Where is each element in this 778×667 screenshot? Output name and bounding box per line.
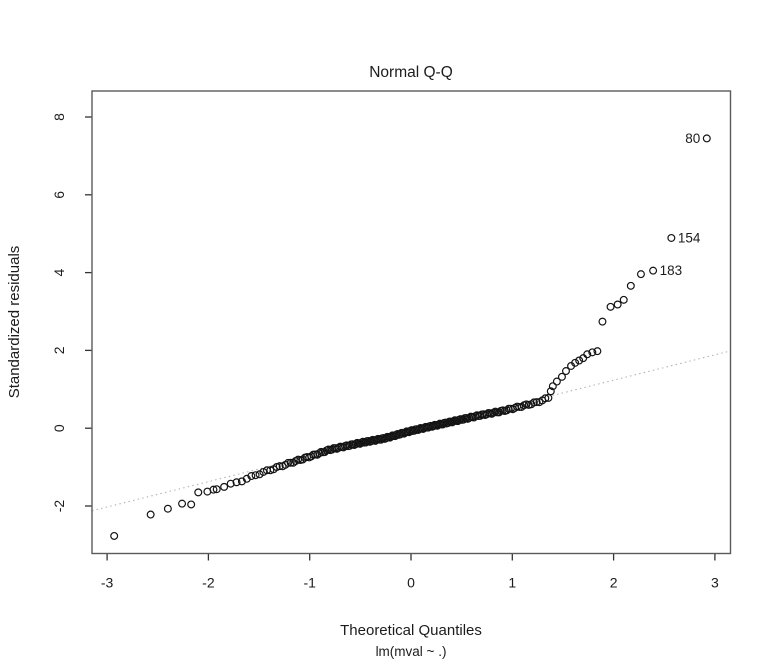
upper-tail-point bbox=[613, 300, 622, 309]
y-tick-label: 0 bbox=[51, 424, 67, 432]
upper-tail-point bbox=[606, 302, 615, 311]
x-tick-label: 0 bbox=[407, 575, 415, 591]
point-label-183: 183 bbox=[660, 263, 683, 278]
upper-tail-point bbox=[598, 317, 607, 326]
x-tick-label: -3 bbox=[101, 575, 114, 591]
bulk-point bbox=[529, 398, 538, 407]
scatter-points-layer bbox=[110, 134, 711, 540]
upper-tail-point bbox=[546, 387, 555, 396]
model-label: lm(mval ~ .) bbox=[376, 644, 447, 659]
y-axis-label: Standardized residuals bbox=[6, 246, 23, 399]
upper-tail-point bbox=[588, 348, 597, 357]
bulk-point bbox=[495, 408, 504, 417]
lower-tail-point bbox=[163, 504, 172, 513]
upper-tail-point bbox=[626, 281, 635, 290]
x-tick-label: 3 bbox=[711, 575, 719, 591]
upper-tail-point bbox=[575, 356, 584, 365]
upper-tail-point bbox=[619, 295, 628, 304]
point-labels-layer: 80 154 183 bbox=[660, 131, 701, 278]
plot-frame bbox=[91, 90, 732, 555]
upper-tail-point bbox=[593, 347, 602, 356]
bulk-point bbox=[226, 479, 235, 488]
bulk-point bbox=[400, 429, 409, 438]
lower-tail-point bbox=[110, 531, 119, 540]
chart-title: Normal Q-Q bbox=[369, 64, 453, 81]
bulk-point bbox=[315, 449, 324, 458]
bulk-point bbox=[515, 402, 524, 411]
y-tick-label: 6 bbox=[51, 191, 67, 199]
x-tick-label: 2 bbox=[610, 575, 618, 591]
bulk-point bbox=[544, 393, 553, 402]
upper-tail-point bbox=[636, 270, 645, 279]
y-tick-label: 2 bbox=[51, 346, 67, 354]
bulk-point bbox=[247, 472, 256, 481]
bulk-point bbox=[232, 478, 241, 487]
bulk-point bbox=[517, 402, 526, 411]
upper-tail-point bbox=[557, 372, 566, 381]
x-tick-label: 1 bbox=[508, 575, 516, 591]
lower-tail-point bbox=[178, 499, 187, 508]
bulk-point bbox=[286, 458, 295, 467]
bulk-point bbox=[284, 458, 293, 467]
lower-tail-point bbox=[209, 485, 218, 494]
upper-tail-point bbox=[552, 377, 561, 386]
labeled-outlier-point bbox=[667, 233, 676, 242]
x-tick-label: -1 bbox=[303, 575, 316, 591]
bulk-point bbox=[385, 433, 394, 442]
lower-tail-point bbox=[146, 510, 155, 519]
bulk-point bbox=[212, 485, 221, 494]
lower-tail-point bbox=[194, 488, 203, 497]
y-tick-label: 8 bbox=[51, 113, 67, 121]
upper-tail-point bbox=[548, 382, 557, 391]
y-tick-label: -2 bbox=[51, 500, 67, 513]
bulk-point bbox=[419, 424, 428, 433]
lower-tail-point bbox=[187, 500, 196, 509]
upper-tail-point bbox=[571, 358, 580, 367]
bulk-point bbox=[405, 428, 414, 437]
x-tick-label: -2 bbox=[202, 575, 215, 591]
point-label-80: 80 bbox=[685, 131, 700, 146]
x-axis-label: Theoretical Quantiles bbox=[340, 622, 482, 639]
labeled-outlier-point bbox=[702, 134, 711, 143]
bulk-point bbox=[251, 471, 260, 480]
bulk-point bbox=[532, 398, 541, 407]
bulk-point bbox=[541, 394, 550, 403]
bulk-point bbox=[220, 482, 229, 491]
point-label-154: 154 bbox=[678, 230, 701, 245]
y-tick-label: 4 bbox=[51, 268, 67, 276]
bulk-point bbox=[391, 432, 400, 441]
bulk-point bbox=[266, 466, 275, 475]
bulk-point bbox=[275, 462, 284, 471]
upper-tail-point bbox=[561, 367, 570, 376]
labeled-outlier-point bbox=[649, 266, 658, 275]
upper-tail-point bbox=[583, 350, 592, 359]
axes-layer: -3 -2 -1 0 1 2 3 -2 0 2 4 6 8 bbox=[51, 113, 719, 591]
